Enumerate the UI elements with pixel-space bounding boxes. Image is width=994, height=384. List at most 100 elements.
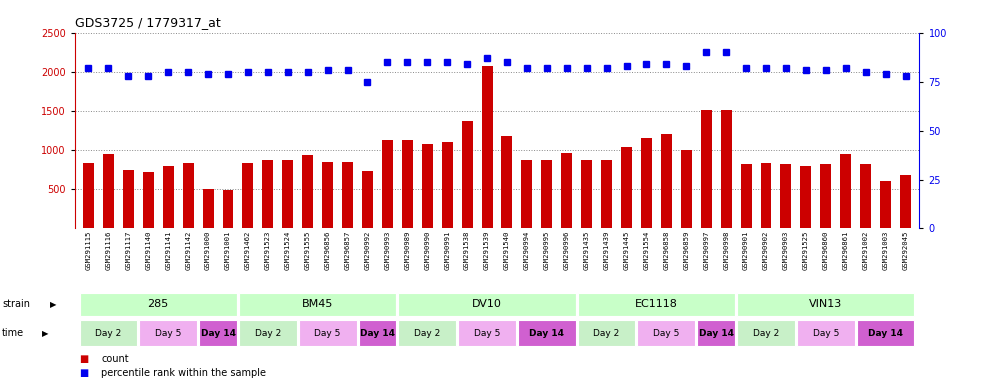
Text: GSM291141: GSM291141 bbox=[165, 230, 171, 270]
Bar bbox=[860, 164, 871, 228]
Bar bbox=[223, 190, 234, 228]
Bar bbox=[163, 166, 174, 228]
Text: GSM291525: GSM291525 bbox=[803, 230, 809, 270]
Bar bbox=[522, 161, 533, 228]
Bar bbox=[820, 164, 831, 228]
Bar bbox=[441, 142, 452, 228]
Bar bbox=[562, 153, 573, 228]
Text: GSM291140: GSM291140 bbox=[145, 230, 151, 270]
Bar bbox=[262, 161, 273, 228]
Bar bbox=[359, 320, 397, 346]
Text: Day 14: Day 14 bbox=[699, 329, 734, 338]
Text: GSM290989: GSM290989 bbox=[405, 230, 411, 270]
Text: GSM290993: GSM290993 bbox=[385, 230, 391, 270]
Bar bbox=[738, 320, 795, 346]
Bar bbox=[697, 320, 736, 346]
Bar bbox=[581, 161, 592, 228]
Text: count: count bbox=[101, 354, 129, 364]
Bar bbox=[183, 164, 194, 228]
Bar bbox=[797, 320, 855, 346]
Text: GSM292045: GSM292045 bbox=[903, 230, 909, 270]
Text: GSM291002: GSM291002 bbox=[863, 230, 869, 270]
Text: Day 5: Day 5 bbox=[155, 329, 181, 338]
Bar bbox=[382, 140, 393, 228]
Bar bbox=[123, 170, 134, 228]
Bar bbox=[542, 161, 553, 228]
Bar bbox=[322, 162, 333, 228]
Bar bbox=[780, 164, 791, 228]
Text: Day 14: Day 14 bbox=[868, 329, 904, 338]
Text: GSM291435: GSM291435 bbox=[583, 230, 589, 270]
Text: Day 2: Day 2 bbox=[414, 329, 440, 338]
Text: GSM296857: GSM296857 bbox=[345, 230, 351, 270]
Text: DV10: DV10 bbox=[472, 299, 502, 310]
Text: ■: ■ bbox=[80, 368, 88, 378]
Bar bbox=[199, 320, 237, 346]
Text: GSM290902: GSM290902 bbox=[763, 230, 769, 270]
Bar bbox=[880, 182, 891, 228]
Bar bbox=[738, 293, 914, 316]
Bar bbox=[840, 154, 851, 228]
Text: GSM296860: GSM296860 bbox=[823, 230, 829, 270]
Bar bbox=[80, 320, 137, 346]
Text: GSM291115: GSM291115 bbox=[85, 230, 91, 270]
Text: GSM296858: GSM296858 bbox=[663, 230, 669, 270]
Text: GSM290901: GSM290901 bbox=[744, 230, 749, 270]
Bar bbox=[139, 320, 197, 346]
Bar bbox=[701, 110, 712, 228]
Bar bbox=[578, 320, 635, 346]
Bar bbox=[80, 293, 237, 316]
Text: GSM291539: GSM291539 bbox=[484, 230, 490, 270]
Bar bbox=[402, 140, 413, 228]
Text: GSM290992: GSM290992 bbox=[365, 230, 371, 270]
Bar bbox=[461, 121, 472, 228]
Bar bbox=[518, 320, 576, 346]
Bar bbox=[578, 293, 736, 316]
Text: 285: 285 bbox=[148, 299, 169, 310]
Bar bbox=[103, 154, 114, 228]
Bar bbox=[458, 320, 516, 346]
Bar bbox=[900, 175, 911, 228]
Text: GSM291142: GSM291142 bbox=[185, 230, 191, 270]
Text: GSM296856: GSM296856 bbox=[325, 230, 331, 270]
Bar bbox=[342, 162, 353, 228]
Text: GSM291117: GSM291117 bbox=[125, 230, 131, 270]
Bar bbox=[502, 136, 513, 228]
Text: GSM296859: GSM296859 bbox=[683, 230, 689, 270]
Bar bbox=[681, 150, 692, 228]
Bar bbox=[299, 320, 357, 346]
Bar bbox=[399, 320, 456, 346]
Bar bbox=[641, 138, 652, 228]
Text: GSM290996: GSM290996 bbox=[564, 230, 570, 270]
Text: ▶: ▶ bbox=[42, 329, 49, 338]
Bar bbox=[143, 172, 154, 228]
Text: GSM291001: GSM291001 bbox=[225, 230, 231, 270]
Bar bbox=[721, 110, 732, 228]
Text: Day 5: Day 5 bbox=[813, 329, 839, 338]
Text: GSM290990: GSM290990 bbox=[424, 230, 430, 270]
Bar bbox=[661, 134, 672, 228]
Text: GSM291116: GSM291116 bbox=[105, 230, 111, 270]
Bar bbox=[203, 189, 214, 228]
Text: ▶: ▶ bbox=[50, 300, 57, 309]
Text: GSM291439: GSM291439 bbox=[603, 230, 609, 270]
Bar bbox=[741, 164, 751, 228]
Text: GSM291540: GSM291540 bbox=[504, 230, 510, 270]
Text: GDS3725 / 1779317_at: GDS3725 / 1779317_at bbox=[75, 16, 221, 29]
Text: Day 14: Day 14 bbox=[360, 329, 395, 338]
Text: GSM291523: GSM291523 bbox=[264, 230, 270, 270]
Bar bbox=[362, 171, 373, 228]
Text: GSM290998: GSM290998 bbox=[724, 230, 730, 270]
Text: GSM291000: GSM291000 bbox=[205, 230, 211, 270]
Text: GSM291555: GSM291555 bbox=[305, 230, 311, 270]
Bar bbox=[302, 155, 313, 228]
Bar bbox=[481, 66, 492, 228]
Bar bbox=[421, 144, 432, 228]
Text: GSM291445: GSM291445 bbox=[623, 230, 629, 270]
Text: GSM291538: GSM291538 bbox=[464, 230, 470, 270]
Text: GSM296861: GSM296861 bbox=[843, 230, 849, 270]
Text: GSM290903: GSM290903 bbox=[783, 230, 789, 270]
Bar bbox=[760, 164, 771, 228]
Text: VIN13: VIN13 bbox=[809, 299, 843, 310]
Bar bbox=[243, 163, 253, 228]
